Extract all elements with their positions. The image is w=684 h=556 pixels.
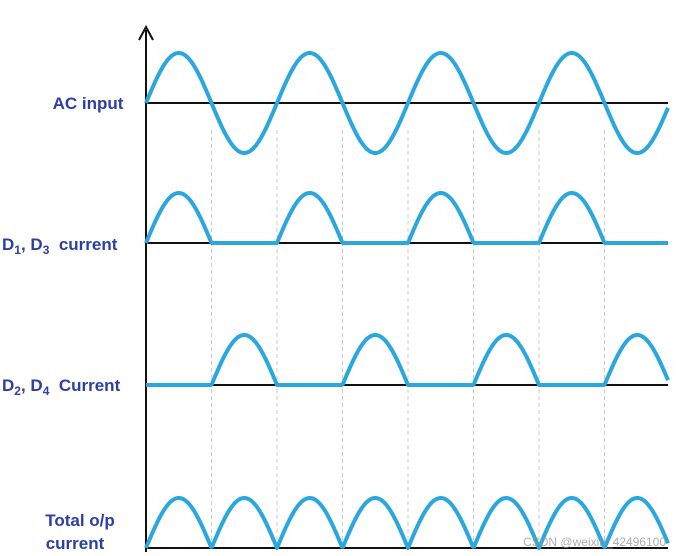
label-sub: 1 (14, 243, 21, 257)
label-sub: 4 (43, 384, 50, 398)
axis-arrow (138, 24, 154, 41)
label-text: , D (21, 376, 43, 395)
guides (211, 130, 605, 548)
d13-wave (144, 191, 669, 245)
label-d24: D2, D4 Current (2, 376, 121, 398)
total-wave (144, 496, 670, 550)
label-text: D (2, 235, 14, 254)
watermark: CSDN @weixin_42496100 (523, 535, 666, 549)
ac-wave (144, 51, 670, 155)
label-text: current (49, 235, 117, 254)
label-ac: AC input (53, 94, 124, 113)
label-sub: 2 (14, 384, 21, 398)
label-total: current (46, 534, 105, 553)
label-total: Total o/p (45, 511, 115, 530)
d24-wave (145, 333, 670, 387)
label-text: D (2, 376, 14, 395)
label-sub: 3 (43, 243, 50, 257)
label-text: Current (49, 376, 120, 395)
label-text: , D (21, 235, 43, 254)
label-d13: D1, D3 current (2, 235, 118, 257)
label-text: AC input (53, 94, 124, 113)
waveforms (144, 51, 670, 550)
